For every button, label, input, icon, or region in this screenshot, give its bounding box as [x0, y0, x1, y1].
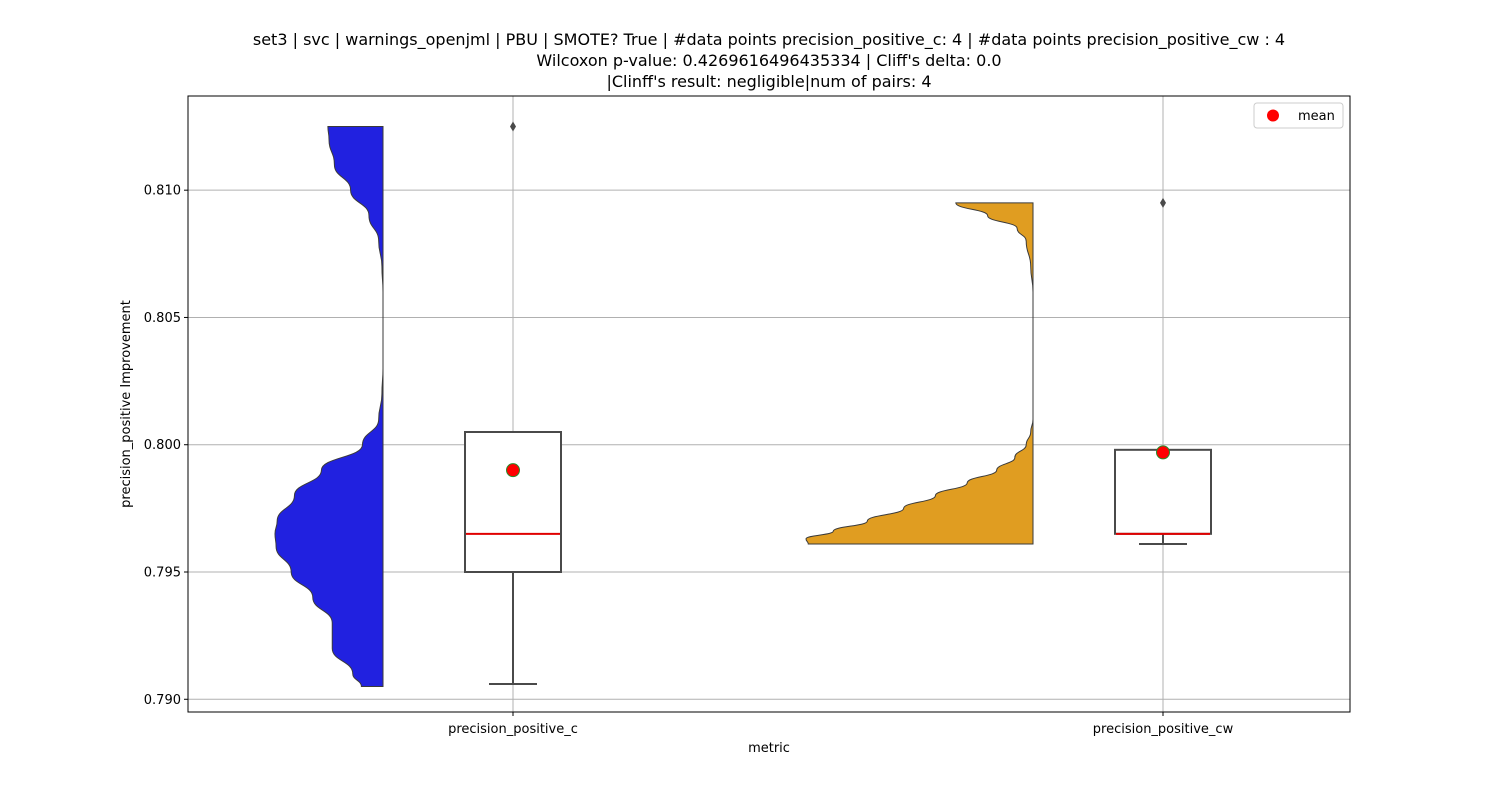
outlier-point	[510, 121, 516, 132]
legend-mean-marker	[1267, 109, 1279, 122]
x-axis-label: metric	[748, 741, 790, 756]
mean-marker	[506, 463, 520, 478]
y-axis-label: precision_positive Improvement	[119, 300, 134, 508]
chart-title-line-2: Wilcoxon p-value: 0.4269616496435334 | C…	[536, 51, 1002, 70]
y-tick-label: 0.790	[144, 693, 181, 708]
x-tick-label: precision_positive_c	[448, 722, 578, 737]
box-layer	[464, 121, 1212, 685]
y-tick-label: 0.800	[144, 438, 181, 453]
x-tick-label: precision_positive_cw	[1093, 722, 1234, 737]
box-precision_positive_cw	[1114, 448, 1212, 535]
mean-marker	[1156, 445, 1170, 460]
chart-title-line-3: |Clinff's result: negligible|num of pair…	[606, 72, 932, 91]
box-precision_positive_c	[464, 431, 562, 573]
axis-layer: 0.790 0.795 0.800 0.805 0.810 precision_posit…	[144, 184, 1234, 737]
y-tick-label: 0.795	[144, 566, 181, 581]
legend-box	[1253, 102, 1344, 129]
violin-precision_positive_c	[274, 126, 384, 688]
violin-layer	[274, 126, 1034, 688]
y-tick-label: 0.805	[144, 311, 181, 326]
violin-precision_positive_cw	[805, 202, 1034, 545]
chart-title-line-1: set3 | svc | warnings_openjml | PBU | SM…	[252, 30, 1286, 49]
y-tick-label: 0.810	[144, 184, 181, 199]
plot-frame	[187, 95, 1351, 713]
legend: mean	[1253, 102, 1344, 129]
outlier-point	[1160, 197, 1166, 208]
legend-mean-label: mean	[1298, 109, 1335, 124]
